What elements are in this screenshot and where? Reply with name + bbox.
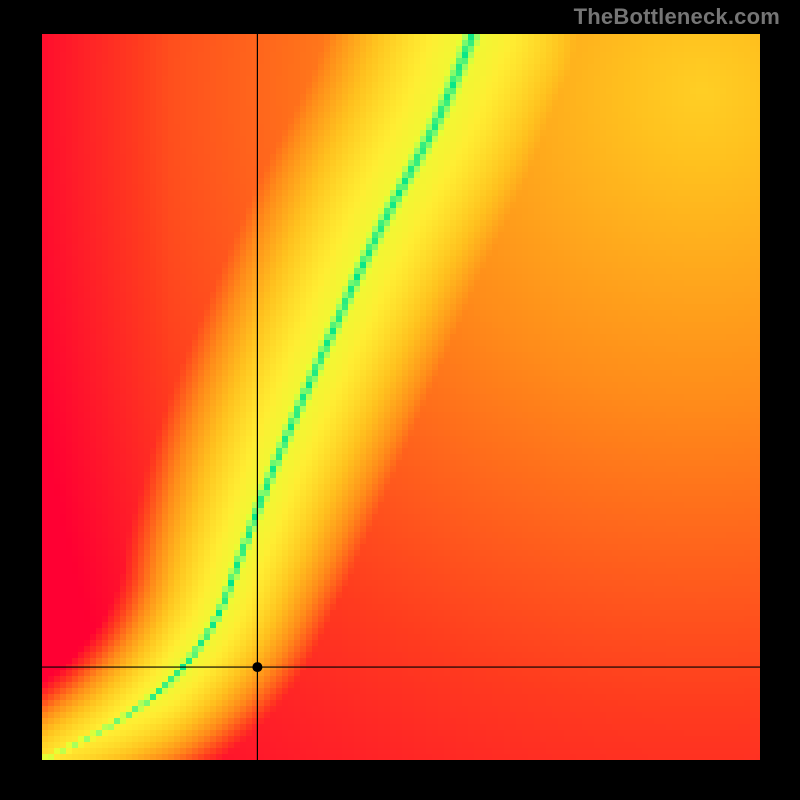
watermark-text: TheBottleneck.com bbox=[574, 4, 780, 30]
bottleneck-heatmap bbox=[42, 34, 760, 760]
